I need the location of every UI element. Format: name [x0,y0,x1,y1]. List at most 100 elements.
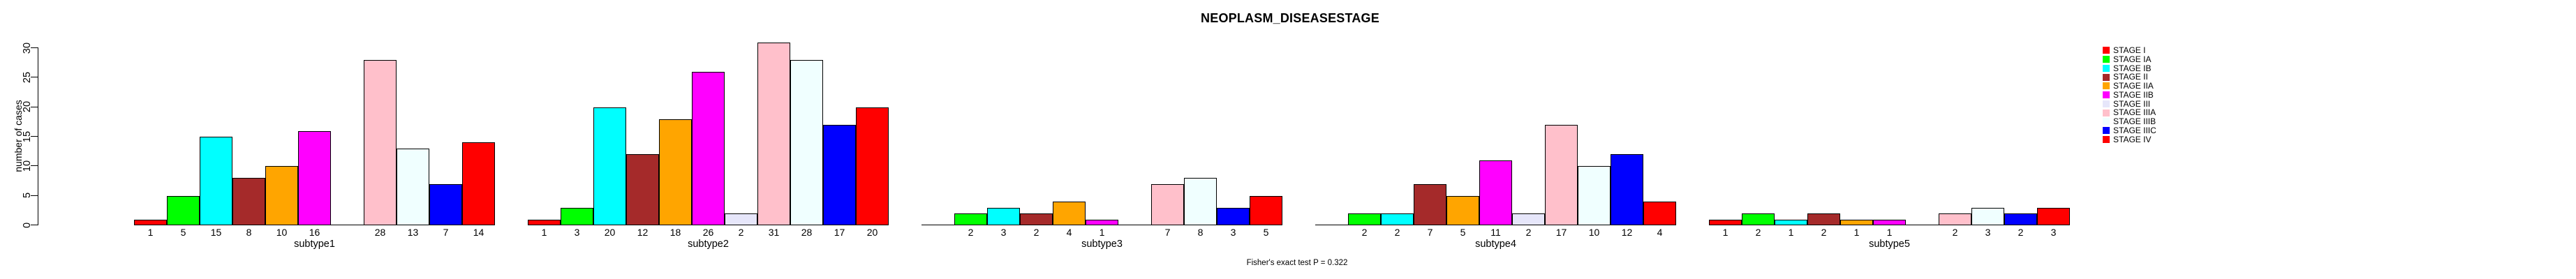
bar-count-label: 1 [1099,227,1105,238]
bar-subtype3-stage-ii [1020,213,1053,225]
y-tick-label-0: 0 [22,222,33,228]
legend-row-stage-iib: STAGE IIB [2103,89,2156,100]
legend-row-stage-iv: STAGE IV [2103,135,2156,144]
bar-subtype1-stage-iib [298,131,331,225]
bar-count-label: 10 [276,227,288,238]
fisher-test-note: Fisher's exact test P = 0.322 [1246,259,1348,267]
bar-count-label: 8 [246,227,252,238]
legend-row-stage-ia: STAGE IA [2103,54,2156,64]
bar-count-label: 1 [1788,227,1794,238]
bar-subtype2-stage-iiic [823,125,856,225]
legend-swatch-icon [2103,64,2110,72]
chart-title: NEOPLASM_DISEASESTAGE [1201,11,1379,25]
bar-subtype3-stage-ia [954,213,987,225]
legend-swatch-icon [2103,82,2110,90]
bar-subtype5-stage-iiib [1971,208,2004,225]
y-tick-5 [31,195,38,196]
legend-swatch-icon [2103,100,2110,107]
bar-subtype2-stage-iii [725,213,757,225]
bar-count-label: 14 [473,227,484,238]
bar-count-label: 2 [2018,227,2024,238]
bar-subtype3-stage-iv [1250,196,1282,225]
y-tick-label-30: 30 [22,42,33,54]
bar-count-label: 2 [738,227,744,238]
y-tick-label-10: 10 [22,160,33,172]
legend-swatch-icon [2103,118,2110,126]
bar-subtype1-stage-ia [167,196,200,225]
group-label-subtype5: subtype5 [1869,239,1910,250]
bar-count-label: 2 [1525,227,1532,238]
bar-count-label: 20 [604,227,616,238]
bar-count-label: 7 [1427,227,1433,238]
bar-count-label: 3 [1230,227,1236,238]
bar-count-label: 2 [1033,227,1039,238]
bar-subtype3-stage-iiib [1184,178,1217,225]
bar-subtype5-stage-iiia [1939,213,1971,225]
bar-count-label: 5 [1263,227,1269,238]
bar-count-label: 7 [443,227,449,238]
bar-count-label: 1 [541,227,547,238]
legend-label: STAGE I [2113,45,2146,55]
bar-subtype5-stage-ia [1742,213,1775,225]
bar-subtype1-stage-ii [232,178,265,225]
bar-subtype2-stage-iia [659,119,692,225]
bar-subtype2-stage-ii [626,154,659,225]
bar-count-label: 4 [1657,227,1663,238]
legend-swatch-icon [2103,56,2110,63]
bar-count-label: 12 [1621,227,1633,238]
bar-count-label: 2 [1755,227,1761,238]
bar-count-label: 5 [1460,227,1466,238]
bar-subtype5-stage-i [1709,220,1742,225]
group-label-subtype4: subtype4 [1475,239,1516,250]
group-label-subtype3: subtype3 [1081,239,1123,250]
bar-count-label: 2 [1361,227,1368,238]
legend-row-stage-ib: STAGE IB [2103,63,2156,73]
bar-subtype4-stage-ib [1381,213,1414,225]
bar-subtype2-stage-ia [561,208,593,225]
legend-label: STAGE IA [2113,54,2152,64]
bar-subtype4-stage-iv [1643,202,1676,225]
legend-label: STAGE IV [2113,134,2152,144]
y-tick-30 [31,47,38,49]
bar-subtype5-stage-ii [1807,213,1840,225]
bar-subtype2-stage-iiia [757,43,790,225]
legend-row-stage-iiic: STAGE IIIC [2103,126,2156,135]
legend-swatch-icon [2103,135,2110,143]
bar-subtype4-stage-iiic [1611,154,1643,225]
bar-subtype2-stage-iib [692,72,725,225]
bar-subtype1-stage-ib [200,137,232,225]
legend-row-stage-iii: STAGE III [2103,98,2156,109]
bar-count-label: 1 [147,227,154,238]
bar-count-label: 15 [210,227,222,238]
legend-swatch-icon [2103,109,2110,116]
bar-subtype4-stage-iib [1479,160,1512,225]
legend-label: STAGE II [2113,72,2148,82]
bar-subtype4-stage-iiib [1578,166,1611,225]
bar-count-label: 2 [1952,227,1958,238]
legend-row-stage-ii: STAGE II [2103,73,2156,82]
bar-count-label: 1 [1853,227,1860,238]
bar-count-label: 3 [1985,227,1991,238]
bar-subtype3-stage-iib [1086,220,1118,225]
legend-swatch-icon [2103,73,2110,81]
legend-label: STAGE III [2113,98,2151,109]
bar-subtype1-stage-iv [462,142,495,225]
bar-count-label: 28 [801,227,813,238]
bar-count-label: 26 [702,227,714,238]
bar-count-label: 28 [374,227,386,238]
legend-swatch-icon [2103,47,2110,54]
y-tick-label-15: 15 [22,130,33,142]
legend-label: STAGE IIB [2113,89,2154,100]
bar-count-label: 12 [637,227,649,238]
bar-count-label: 3 [574,227,580,238]
bar-count-label: 3 [1000,227,1007,238]
bar-count-label: 20 [866,227,878,238]
bar-subtype2-stage-iiib [790,60,823,225]
bar-count-label: 4 [1066,227,1072,238]
legend-row-stage-i: STAGE I [2103,46,2156,55]
legend-swatch-icon [2103,91,2110,99]
bar-subtype3-stage-iia [1053,202,1086,225]
y-tick-label-20: 20 [22,101,33,113]
legend-row-stage-iiib: STAGE IIIB [2103,117,2156,126]
